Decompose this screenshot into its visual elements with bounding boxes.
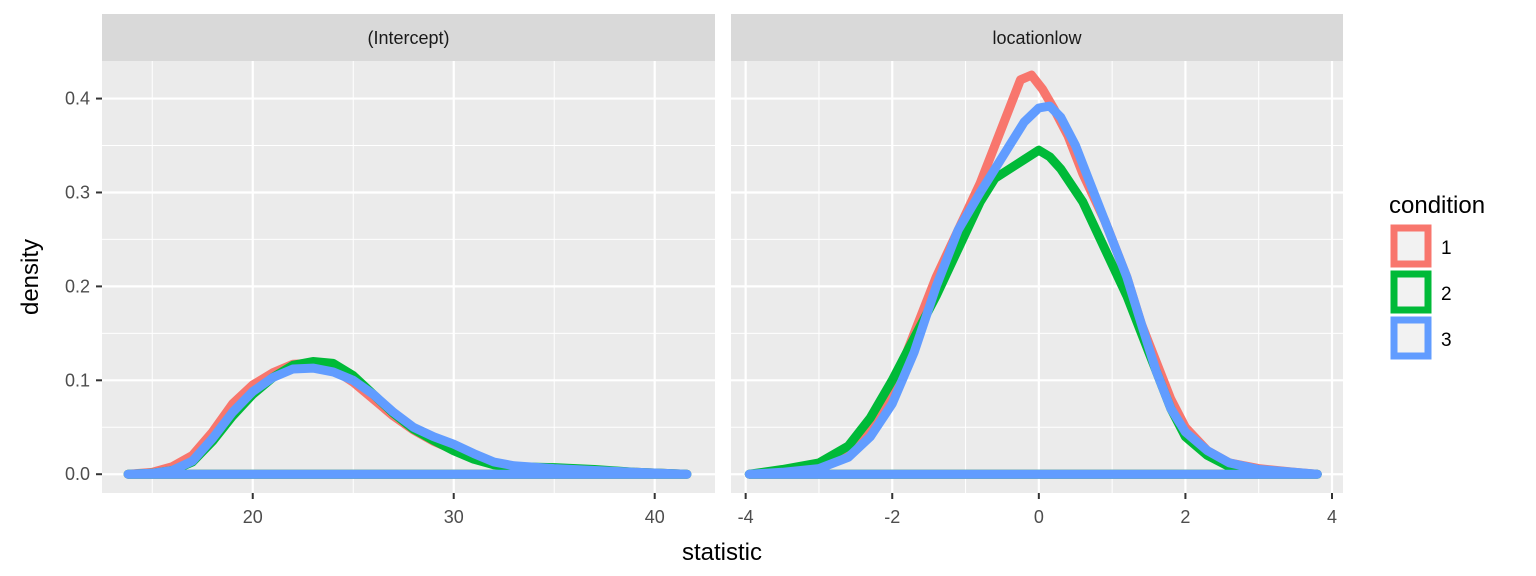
x-tick-label: 30 xyxy=(444,507,464,527)
density-curve-condition-3 xyxy=(123,363,692,479)
y-axis: 0.0 0.1 0.2 0.3 0.4 xyxy=(65,89,102,484)
density-curves xyxy=(123,357,692,479)
strip-background xyxy=(731,14,1343,61)
legend-label-1: 1 xyxy=(1441,238,1452,259)
y-tick-label: 0.1 xyxy=(65,370,90,390)
legend-key-2 xyxy=(1390,270,1432,314)
y-axis-title: density xyxy=(17,239,44,315)
legend-key-1 xyxy=(1390,224,1432,268)
y-tick-label: 0.4 xyxy=(65,89,90,109)
strip-label-intercept: (Intercept) xyxy=(367,28,449,48)
plot-background xyxy=(731,61,1343,493)
density-curve-condition-3 xyxy=(744,101,1322,479)
x-tick-label: 20 xyxy=(243,507,263,527)
strip-label-locationlow: locationlow xyxy=(992,28,1082,48)
y-tick-label: 0.3 xyxy=(65,182,90,202)
panel-intercept: (Intercept) 20 30 40 xyxy=(102,14,715,527)
y-tick-label: 0.0 xyxy=(65,464,90,484)
x-ticks: -4 -2 0 2 4 xyxy=(738,493,1337,527)
x-tick-label: 2 xyxy=(1180,507,1190,527)
legend: condition 1 2 3 xyxy=(1389,192,1485,360)
x-tick-label: -2 xyxy=(884,507,900,527)
legend-title: condition xyxy=(1389,192,1485,219)
x-axis-title: statistic xyxy=(682,539,762,566)
legend-key-3 xyxy=(1390,316,1432,360)
panel-locationlow: locationlow -4 -2 0 2 4 xyxy=(731,14,1343,527)
strip-background xyxy=(102,14,715,61)
x-tick-label: 4 xyxy=(1327,507,1337,527)
x-ticks: 20 30 40 xyxy=(243,493,665,527)
legend-label-3: 3 xyxy=(1441,330,1452,351)
density-curves xyxy=(744,70,1322,479)
x-tick-label: -4 xyxy=(738,507,754,527)
legend-label-2: 2 xyxy=(1441,284,1452,305)
x-tick-label: 40 xyxy=(645,507,665,527)
y-tick-label: 0.2 xyxy=(65,276,90,296)
x-tick-label: 0 xyxy=(1034,507,1044,527)
